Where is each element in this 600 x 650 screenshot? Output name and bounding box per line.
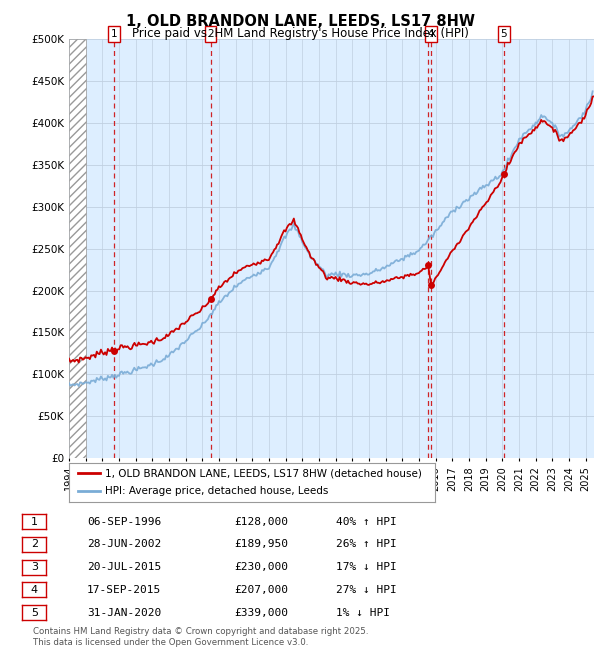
- Text: 3: 3: [31, 562, 38, 572]
- Text: £189,950: £189,950: [234, 540, 288, 549]
- Text: 40% ↑ HPI: 40% ↑ HPI: [336, 517, 397, 526]
- Text: 1, OLD BRANDON LANE, LEEDS, LS17 8HW (detached house): 1, OLD BRANDON LANE, LEEDS, LS17 8HW (de…: [105, 469, 422, 478]
- Text: 20-JUL-2015: 20-JUL-2015: [87, 562, 161, 572]
- Text: 1% ↓ HPI: 1% ↓ HPI: [336, 608, 390, 617]
- Text: 5: 5: [500, 29, 507, 39]
- Text: 17-SEP-2015: 17-SEP-2015: [87, 585, 161, 595]
- Text: Price paid vs. HM Land Registry's House Price Index (HPI): Price paid vs. HM Land Registry's House …: [131, 27, 469, 40]
- Text: HPI: Average price, detached house, Leeds: HPI: Average price, detached house, Leed…: [105, 486, 328, 496]
- Text: 1: 1: [31, 517, 38, 526]
- Text: £207,000: £207,000: [234, 585, 288, 595]
- Text: 06-SEP-1996: 06-SEP-1996: [87, 517, 161, 526]
- Text: 2: 2: [31, 540, 38, 549]
- Text: 28-JUN-2002: 28-JUN-2002: [87, 540, 161, 549]
- Text: 5: 5: [31, 608, 38, 617]
- Text: 31-JAN-2020: 31-JAN-2020: [87, 608, 161, 617]
- Text: 2: 2: [207, 29, 214, 39]
- Text: 1: 1: [110, 29, 117, 39]
- Text: 4: 4: [31, 585, 38, 595]
- Text: £128,000: £128,000: [234, 517, 288, 526]
- Text: 26% ↑ HPI: 26% ↑ HPI: [336, 540, 397, 549]
- Text: 17% ↓ HPI: 17% ↓ HPI: [336, 562, 397, 572]
- Text: 1, OLD BRANDON LANE, LEEDS, LS17 8HW: 1, OLD BRANDON LANE, LEEDS, LS17 8HW: [125, 14, 475, 29]
- Text: 4: 4: [428, 29, 434, 39]
- Text: £230,000: £230,000: [234, 562, 288, 572]
- Text: Contains HM Land Registry data © Crown copyright and database right 2025.
This d: Contains HM Land Registry data © Crown c…: [33, 627, 368, 647]
- Text: 27% ↓ HPI: 27% ↓ HPI: [336, 585, 397, 595]
- Text: £339,000: £339,000: [234, 608, 288, 617]
- Bar: [69, 39, 86, 458]
